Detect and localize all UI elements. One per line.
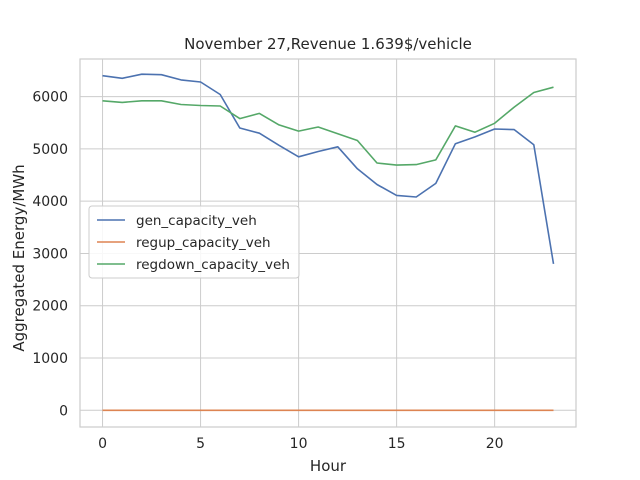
series-layer xyxy=(102,73,555,412)
series-line-regdown-capacity-veh xyxy=(102,86,554,166)
y-axis-title: Aggregated Energy/MWh xyxy=(10,164,28,351)
plot-frame xyxy=(79,58,577,428)
legend-box xyxy=(88,205,300,279)
series-line-gen-capacity-veh xyxy=(102,73,555,265)
chart-title: November 27,Revenue 1.639$/vehicle xyxy=(184,35,472,53)
x-tick-label: 20 xyxy=(486,436,504,452)
y-tick-labels: 0 1000 2000 3000 4000 5000 6000 xyxy=(32,90,68,420)
x-tick-label: 0 xyxy=(98,436,107,452)
y-tick-label: 4000 xyxy=(32,194,68,210)
y-tick-label: 0 xyxy=(59,403,68,419)
x-tick-label: 10 xyxy=(290,436,308,452)
x-axis-title: Hour xyxy=(310,457,347,475)
legend-label: regup_capacity_veh xyxy=(136,235,271,251)
y-tick-label: 1000 xyxy=(32,351,68,367)
y-tick-label: 3000 xyxy=(32,246,68,262)
y-tick-label: 6000 xyxy=(32,90,68,106)
x-tick-labels: 0 5 10 15 20 xyxy=(98,436,503,452)
legend-label: regdown_capacity_veh xyxy=(136,257,290,273)
x-tick-label: 15 xyxy=(388,436,406,452)
x-tick-label: 5 xyxy=(196,436,205,452)
y-tick-label: 2000 xyxy=(32,299,68,315)
legend-label: gen_capacity_veh xyxy=(136,213,257,229)
y-tick-label: 5000 xyxy=(32,142,68,158)
legend: gen_capacity_veh regup_capacity_vehregdow… xyxy=(88,205,300,279)
